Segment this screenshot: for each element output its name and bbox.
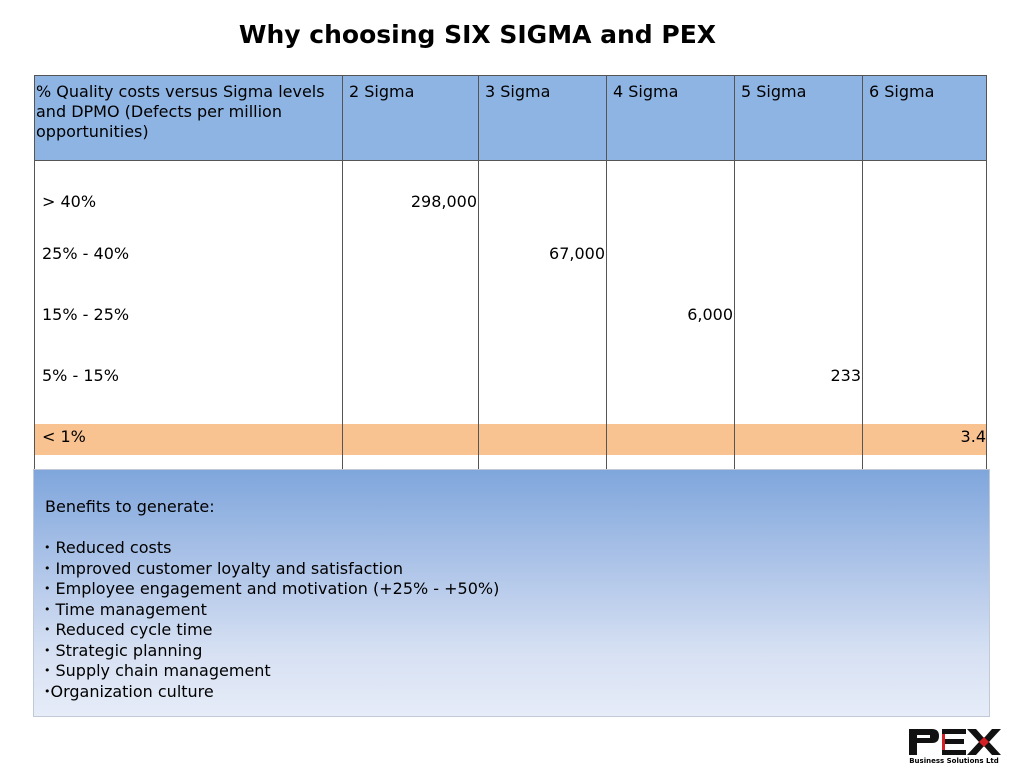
row-label-gt-40: > 40% xyxy=(42,192,97,211)
logo-subtitle: Business Solutions Ltd xyxy=(909,757,999,765)
table-header-row xyxy=(35,76,986,161)
header-2-sigma: 2 Sigma xyxy=(349,82,415,101)
header-6-sigma: 6 Sigma xyxy=(869,82,935,101)
list-item: • Reduced costs xyxy=(44,538,172,557)
bullet-icon: • xyxy=(44,541,51,554)
header-5-sigma: 5 Sigma xyxy=(741,82,807,101)
bullet-icon: • xyxy=(44,602,51,616)
benefits-box: Benefits to generate: • Reduced costs • Im… xyxy=(33,469,990,717)
header-4-sigma: 4 Sigma xyxy=(613,82,679,101)
bullet-icon: • xyxy=(44,623,51,636)
value-2-sigma: 298,000 xyxy=(410,192,477,211)
bullet-icon: • xyxy=(44,664,51,677)
row-label-5-15: 5% - 15% xyxy=(42,366,119,385)
benefits-heading: Benefits to generate: xyxy=(45,497,215,516)
benefits-list: • Reduced costs • Improved customer loyalt… xyxy=(44,538,499,702)
header-3-sigma: 3 Sigma xyxy=(485,82,551,101)
bullet-icon: • xyxy=(44,561,51,575)
column-divider xyxy=(862,76,863,471)
quality-cost-table: % Quality costs versus Sigma levels and … xyxy=(34,75,987,471)
list-item: • Employee engagement and motivation (+25… xyxy=(44,579,500,598)
value-6-sigma: 3.4 xyxy=(960,427,986,446)
list-item: •Organization culture xyxy=(44,681,214,701)
column-divider xyxy=(606,76,607,471)
column-divider xyxy=(342,76,343,471)
value-4-sigma: 6,000 xyxy=(687,305,733,324)
pex-logo: Business Solutions Ltd xyxy=(906,726,1002,766)
row-label-25-40: 25% - 40% xyxy=(42,244,130,263)
list-item: • Strategic planning xyxy=(44,640,203,660)
list-item: • Supply chain management xyxy=(44,661,271,680)
bullet-icon: • xyxy=(44,684,51,698)
pex-logo-mark xyxy=(909,729,1001,755)
list-item: • Improved customer loyalty and satisfact… xyxy=(44,558,404,578)
header-label: % Quality costs versus Sigma levels and … xyxy=(36,82,325,141)
page-title: Why choosing SIX SIGMA and PEX xyxy=(238,20,717,49)
row-label-15-25: 15% - 25% xyxy=(42,305,130,324)
column-divider xyxy=(734,76,735,471)
bullet-icon: • xyxy=(44,643,51,657)
list-item: • Reduced cycle time xyxy=(44,620,213,639)
list-item: • Time management xyxy=(44,599,207,619)
row-label-lt-1: < 1% xyxy=(42,427,86,446)
bullet-icon: • xyxy=(44,582,51,595)
value-5-sigma: 233 xyxy=(830,366,861,385)
column-divider xyxy=(478,76,479,471)
value-3-sigma: 67,000 xyxy=(549,244,605,263)
highlighted-row-background xyxy=(35,424,986,455)
